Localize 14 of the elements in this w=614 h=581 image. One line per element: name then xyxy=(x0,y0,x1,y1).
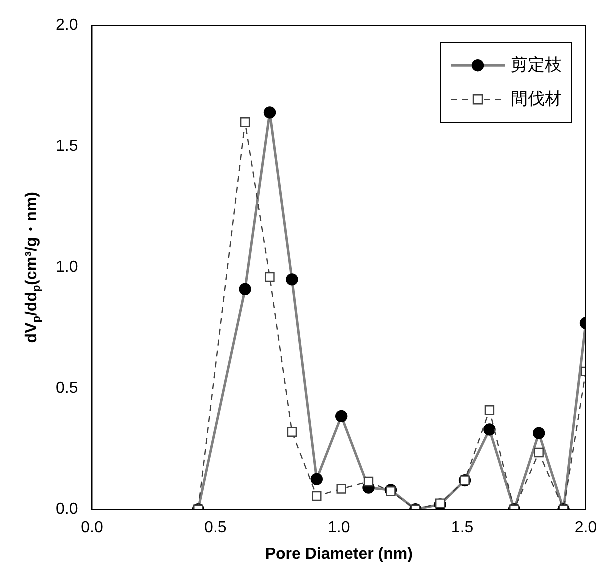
y-tick-label: 1.5 xyxy=(56,138,78,156)
legend-label: 間伐材 xyxy=(511,89,562,108)
x-tick-label: 2.0 xyxy=(574,520,598,537)
x-tick-label: 1.0 xyxy=(328,520,350,537)
y-axis-title: dVp/ddp(cm³/g・nm) xyxy=(23,192,44,344)
x-tick-label: 0.0 xyxy=(81,520,104,537)
legend-label: 剪定枝 xyxy=(511,55,562,74)
y-tick-label: 0.0 xyxy=(56,501,78,518)
y-tick-label: 2.0 xyxy=(56,17,78,34)
x-tick-label: 1.5 xyxy=(451,520,474,537)
x-axis-title: Pore Diameter (nm) xyxy=(265,546,413,563)
y-tick-label: 1.0 xyxy=(56,259,78,276)
y-tick-label: 0.5 xyxy=(56,380,78,398)
x-tick-label: 0.5 xyxy=(204,520,227,537)
